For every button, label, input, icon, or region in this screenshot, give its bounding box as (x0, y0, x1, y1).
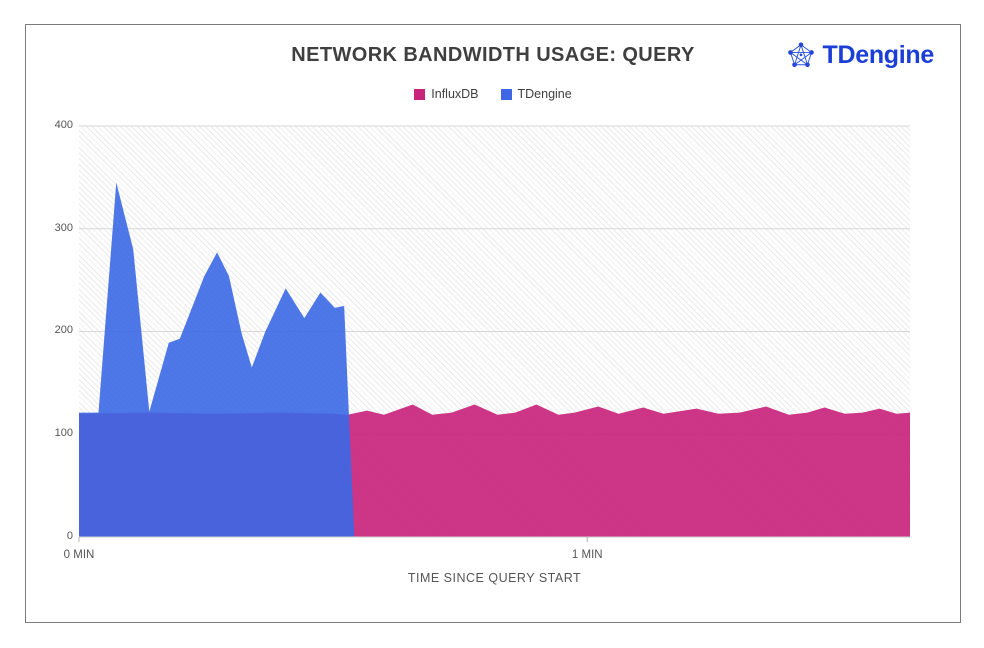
y-tick-label-400: 400 (54, 119, 73, 131)
y-tick-label-100: 100 (54, 427, 73, 439)
tdengine-logo: TDengine (784, 38, 935, 72)
plot-area (78, 125, 910, 542)
legend-item-influxdb: InfluxDB (414, 87, 479, 101)
legend-item-tdengine: TDengine (500, 87, 572, 101)
legend-label-influxdb: InfluxDB (431, 87, 479, 101)
tdengine-area-series (79, 182, 355, 537)
legend-swatch-influxdb (414, 88, 426, 100)
x-tick-label-0min: 0 MIN (63, 549, 95, 561)
x-tick-label-1min: 1 MIN (571, 549, 603, 561)
legend-label-tdengine: TDengine (517, 87, 572, 101)
y-tick-label-0: 0 (66, 530, 73, 542)
chart-legend: InfluxDB TDengine (26, 87, 960, 101)
y-tick-label-300: 300 (54, 222, 73, 234)
tdengine-logo-icon (787, 42, 814, 68)
y-tick-label-200: 200 (54, 324, 73, 336)
chart-card: NETWORK BANDWIDTH USAGE: QUERY TDengine … (25, 24, 961, 623)
legend-swatch-tdengine (500, 88, 512, 100)
chart-title: NETWORK BANDWIDTH USAGE: QUERY (291, 44, 695, 66)
x-axis-title: TIME SINCE QUERY START (407, 571, 582, 585)
tdengine-logo-text: TDengine (822, 40, 935, 69)
